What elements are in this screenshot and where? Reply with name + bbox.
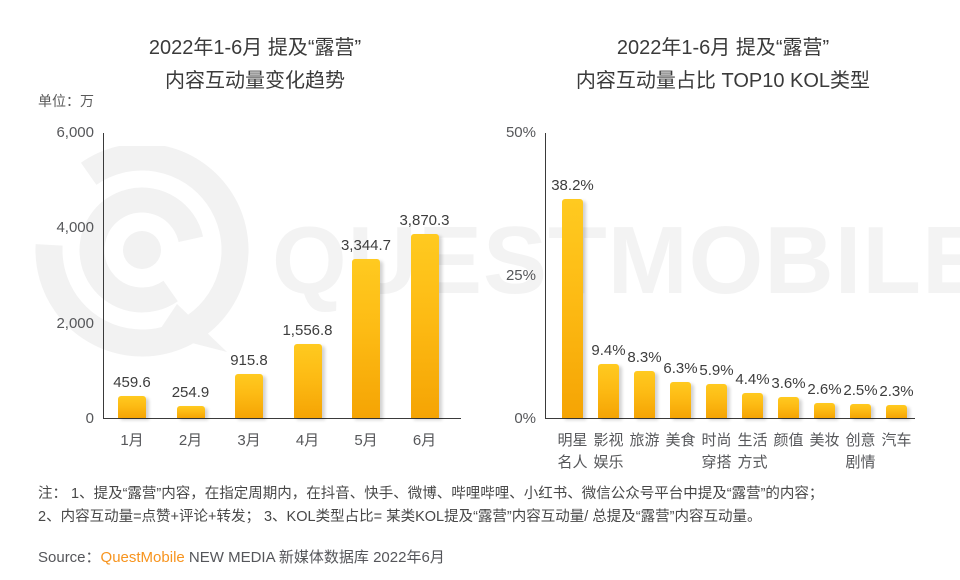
right-chart-title-line2: 内容互动量占比 TOP10 KOL类型	[575, 70, 871, 92]
x-axis-category-label: 美食	[641, 430, 721, 452]
x-axis-category-label: 美妆	[785, 430, 865, 452]
bar-生活方式	[742, 393, 763, 418]
x-axis-category-line: 穿搭	[701, 454, 732, 471]
x-axis-category-line: 名人	[557, 454, 588, 471]
y-axis-tick-label: 2,000	[56, 314, 94, 332]
x-axis-category-label: 3月	[209, 430, 289, 452]
x-axis-category-line: 5月	[354, 432, 378, 449]
x-axis-category-label: 汽车	[857, 430, 937, 452]
x-axis-category-line: 明星	[557, 432, 588, 449]
bar-创意剧情	[850, 404, 871, 418]
x-axis-category-label: 1月	[92, 430, 172, 452]
source-brand: QuestMobile	[100, 549, 185, 566]
source-line: Source：QuestMobile NEW MEDIA 新媒体数据库 2022…	[38, 546, 445, 567]
bar-1月	[118, 396, 146, 418]
right-chart-title-line1: 2022年1-6月 提及“露营”	[616, 37, 830, 59]
x-axis-category-line: 3月	[237, 432, 261, 449]
x-axis-category-line: 创意	[845, 432, 876, 449]
x-axis-category-label: 创意 剧情	[821, 430, 901, 474]
footnote-line2: 2、内容互动量=点赞+评论+转发； 3、KOL类型占比= 某类KOL提及“露营”…	[38, 509, 762, 525]
bar-value-label: 3,344.7	[340, 237, 392, 254]
bar-6月	[410, 234, 439, 418]
x-axis-category-line: 时尚	[701, 432, 732, 449]
x-axis-category-label: 时尚 穿搭	[677, 430, 757, 474]
footnote-line1: 注： 1、提及“露营”内容，在指定周期内，在抖音、快手、微博、哔哩哔哩、小红书、…	[38, 486, 824, 502]
x-axis-category-line: 2月	[178, 432, 203, 449]
right-chart-plot: 0% 25% 50% 38.2% 明星名人 9.4% 影视娱乐 8.3% 旅游 6.3% 美食 5.9…	[506, 124, 915, 471]
x-axis-category-label: 影视 娱乐	[569, 430, 649, 474]
x-axis-category-line: 剧情	[845, 454, 876, 471]
x-axis-category-line: 娱乐	[593, 454, 624, 471]
bar-value-label: 459.6	[113, 374, 151, 391]
bar-时尚穿搭	[706, 384, 727, 418]
left-chart-title: 2022年1-6月 提及“露营” 内容互动量变化趋势	[55, 32, 455, 98]
y-axis-tick-label: 4,000	[56, 219, 94, 237]
x-axis-category-line: 汽车	[881, 432, 912, 449]
x-axis-category-line: 旅游	[629, 432, 660, 449]
x-axis-category-line: 影视	[593, 432, 624, 449]
right-chart-title: 2022年1-6月 提及“露营” 内容互动量占比 TOP10 KOL类型	[523, 32, 923, 98]
bar-value-label: 254.9	[171, 384, 210, 401]
bar-value-label: 1,556.8	[282, 322, 333, 339]
bar-汽车	[886, 405, 907, 418]
bar-美妆	[814, 403, 835, 418]
x-axis-category-line: 颜值	[773, 432, 804, 449]
bar-value-label: 2.3%	[879, 383, 914, 400]
y-axis-tick-label: 50%	[505, 124, 536, 141]
watermark-text: QUESTMOBILE	[272, 207, 960, 314]
x-axis-category-line: 4月	[295, 432, 320, 449]
bar-颜值	[778, 397, 799, 418]
bar-2月	[176, 406, 205, 418]
bar-明星名人	[562, 199, 583, 418]
left-chart-title-line1: 2022年1-6月 提及“露营”	[148, 37, 362, 59]
x-axis-category-label: 2月	[151, 430, 231, 452]
bar-value-label: 2.6%	[807, 381, 842, 398]
x-axis-category-label: 5月	[326, 430, 406, 452]
bar-旅游	[634, 371, 655, 418]
bar-value-label: 8.3%	[627, 349, 662, 366]
unit-label: 单位：万	[38, 93, 94, 109]
x-axis-category-line: 美妆	[809, 432, 840, 449]
x-axis-category-line: 生活	[737, 432, 768, 449]
y-axis-tick-label: 0	[85, 410, 94, 427]
bar-4月	[293, 344, 322, 418]
bar-value-label: 4.4%	[735, 371, 770, 388]
bar-美食	[670, 382, 691, 418]
y-axis-tick-label: 6,000	[56, 124, 94, 141]
x-axis-category-label: 生活 方式	[713, 430, 793, 474]
left-chart-title-line2: 内容互动量变化趋势	[165, 70, 345, 92]
x-axis-category-line: 6月	[412, 432, 437, 449]
bar-value-label: 9.4%	[591, 342, 626, 359]
bar-3月	[235, 374, 263, 418]
x-axis-category-label: 6月	[385, 430, 465, 452]
questmobile-logo-icon	[35, 146, 249, 357]
x-axis-category-line: 美食	[665, 432, 696, 449]
x-axis-category-label: 颜值	[749, 430, 829, 452]
bar-value-label: 5.9%	[699, 362, 734, 379]
source-rest: NEW MEDIA 新媒体数据库 2022年6月	[184, 549, 445, 566]
y-axis-tick-label: 0%	[514, 410, 536, 427]
x-axis-category-label: 旅游	[605, 430, 685, 452]
bar-影视娱乐	[598, 364, 619, 418]
x-axis-category-line: 方式	[737, 454, 768, 471]
left-chart-plot: 0 2,000 4,000 6,000 459.6 1月 254.9 2月 915.8 3月 1,5…	[56, 124, 461, 449]
source-prefix: Source：	[38, 549, 101, 566]
bar-value-label: 2.5%	[843, 382, 878, 399]
bar-value-label: 3,870.3	[399, 212, 450, 229]
footnotes: 注： 1、提及“露营”内容，在指定周期内，在抖音、快手、微博、哔哩哔哩、小红书、…	[38, 483, 943, 529]
bar-5月	[352, 259, 380, 418]
x-axis-category-label: 明星 名人	[533, 430, 613, 474]
x-axis-category-line: 1月	[120, 432, 144, 449]
bar-value-label: 915.8	[230, 352, 268, 369]
bar-value-label: 38.2%	[551, 177, 594, 194]
bar-value-label: 3.6%	[771, 375, 806, 392]
bar-value-label: 6.3%	[663, 360, 698, 377]
x-axis-category-label: 4月	[268, 430, 348, 452]
y-axis-tick-label: 25%	[505, 267, 536, 284]
